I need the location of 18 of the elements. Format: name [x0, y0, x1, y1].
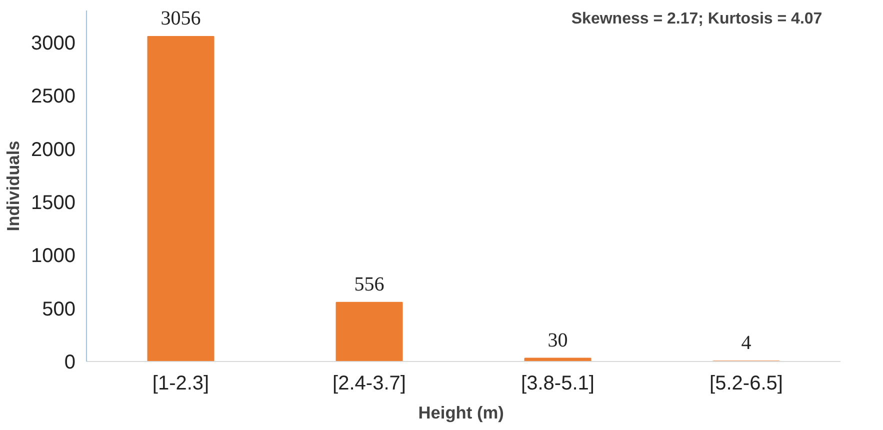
x-axis-title: Height (m)	[418, 402, 504, 422]
x-tick-label: [5.2-6.5]	[710, 372, 783, 394]
y-tick-label: 3000	[31, 32, 76, 54]
y-tick-label: 1000	[31, 245, 76, 268]
y-tick-label: 1500	[31, 192, 76, 214]
annotation: Skewness = 2.17; Kurtosis = 4.07	[571, 10, 822, 28]
data-label: 556	[354, 273, 384, 296]
y-tick-label: 500	[42, 298, 76, 320]
data-label: 4	[741, 332, 752, 354]
y-tick-label: 0	[64, 352, 76, 374]
x-tick-label: [3.8-5.1]	[521, 372, 594, 394]
x-tick-label: [1-2.3]	[152, 372, 210, 394]
data-label: 30	[548, 329, 568, 352]
y-tick-label: 2000	[31, 138, 76, 161]
y-axis-title: Individuals	[3, 140, 24, 232]
data-label: 3056	[160, 7, 201, 30]
y-tick-label: 2500	[31, 86, 76, 108]
x-tick-label: [2.4-3.7]	[332, 372, 406, 394]
